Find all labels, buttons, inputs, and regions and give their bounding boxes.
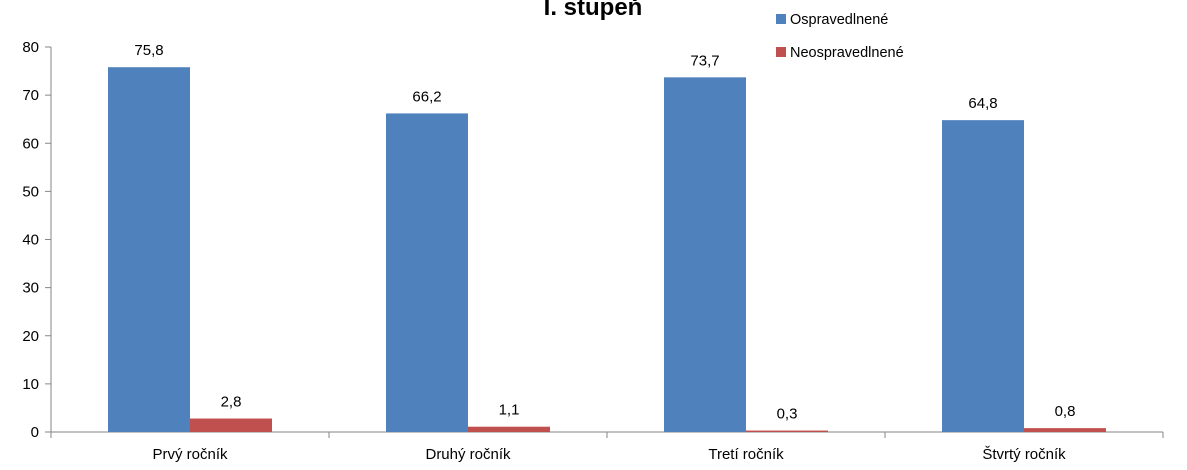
legend-swatch	[776, 47, 786, 57]
data-label: 1,1	[499, 402, 520, 419]
bar-ospravedlnene	[108, 67, 190, 433]
bar-ospravedlnene	[386, 113, 468, 432]
x-category-label: Tretí ročník	[708, 446, 784, 463]
y-tick-label: 10	[22, 376, 39, 393]
y-tick-label: 50	[22, 183, 39, 200]
legend-swatch	[776, 14, 786, 24]
y-tick-label: 60	[22, 135, 39, 152]
y-tick-label: 0	[31, 424, 39, 441]
x-category-label: Druhý ročník	[425, 446, 511, 463]
data-labels: 75,8 66,2 73,7 64,8 2,8 1,1 0,3 0,8	[134, 42, 1075, 422]
legend-label: Neospravedlnené	[790, 45, 904, 61]
bar-neospravedlnene	[1024, 428, 1106, 432]
data-label: 0,3	[777, 406, 798, 423]
bars	[108, 67, 1106, 433]
y-tick-label: 70	[22, 87, 39, 104]
x-category-label: Prvý ročník	[152, 446, 228, 463]
bar-ospravedlnene	[664, 77, 746, 432]
data-label: 73,7	[690, 52, 719, 69]
bar-neospravedlnene	[190, 418, 272, 432]
x-category-label: Štvrtý ročník	[982, 446, 1066, 463]
y-tick-label: 20	[22, 328, 39, 345]
data-label: 66,2	[412, 88, 441, 105]
data-label: 75,8	[134, 42, 163, 59]
bar-neospravedlnene	[746, 430, 828, 432]
bar-ospravedlnene	[942, 120, 1024, 433]
data-label: 0,8	[1055, 403, 1076, 420]
legend: Ospravedlnené Neospravedlnené	[776, 12, 904, 61]
bar-neospravedlnene	[468, 426, 550, 432]
data-label: 2,8	[221, 394, 242, 411]
legend-label: Ospravedlnené	[790, 12, 888, 28]
y-tick-label: 40	[22, 232, 39, 249]
y-tick-label: 80	[22, 39, 39, 56]
chart-title: I. stupeň	[544, 0, 643, 21]
data-label: 64,8	[968, 95, 997, 112]
y-tick-label: 30	[22, 280, 39, 297]
